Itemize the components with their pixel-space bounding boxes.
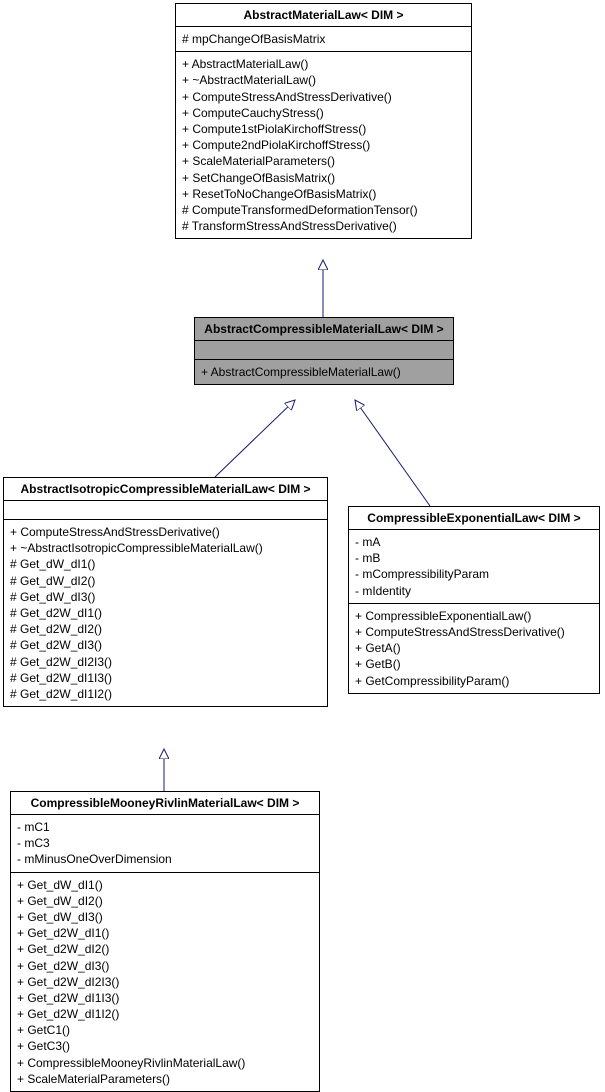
class-abstract-material-law[interactable]: AbstractMaterialLaw< DIM > # mpChangeOfB… [175, 3, 472, 239]
methods-section: + AbstractMaterialLaw()+ ~AbstractMateri… [176, 52, 471, 238]
class-title: AbstractCompressibleMaterialLaw< DIM > [195, 318, 453, 341]
class-member: + ComputeStressAndStressDerivative() [355, 624, 593, 640]
class-member: + ComputeCauchyStress() [182, 105, 465, 121]
class-member: # Get_dW_dI1() [10, 556, 321, 572]
attributes-section: - mC1- mC3- mMinusOneOverDimension [11, 815, 319, 873]
class-member: # Get_dW_dI3() [10, 589, 321, 605]
class-member: + SetChangeOfBasisMatrix() [182, 170, 465, 186]
attributes-section: # mpChangeOfBasisMatrix [176, 27, 471, 52]
class-member: + Get_dW_dI3() [17, 909, 313, 925]
class-member: # mpChangeOfBasisMatrix [182, 31, 465, 47]
class-member: + GetC3() [17, 1038, 313, 1054]
class-compressible-mooney-rivlin-material-law[interactable]: CompressibleMooneyRivlinMaterialLaw< DIM… [10, 791, 320, 1092]
attributes-section [4, 501, 327, 520]
class-member: + Compute2ndPiolaKirchoffStress() [182, 137, 465, 153]
class-member: + Get_d2W_dI1() [17, 925, 313, 941]
class-member: # Get_dW_dI2() [10, 573, 321, 589]
class-member: # Get_d2W_dI1I3() [10, 670, 321, 686]
class-member: - mCompressibilityParam [355, 566, 593, 582]
class-compressible-exponential-law[interactable]: CompressibleExponentialLaw< DIM > - mA- … [348, 506, 600, 694]
class-member: # ComputeTransformedDeformationTensor() [182, 202, 465, 218]
inheritance-edge [355, 400, 430, 506]
class-member: + CompressibleExponentialLaw() [355, 608, 593, 624]
class-member: + Get_dW_dI2() [17, 893, 313, 909]
class-title: CompressibleMooneyRivlinMaterialLaw< DIM… [11, 792, 319, 815]
class-title: AbstractIsotropicCompressibleMaterialLaw… [4, 478, 327, 501]
class-member: - mIdentity [355, 583, 593, 599]
class-member: + Get_dW_dI1() [17, 877, 313, 893]
class-member: # Get_d2W_dI2() [10, 621, 321, 637]
class-member: - mC1 [17, 819, 313, 835]
class-member: + AbstractMaterialLaw() [182, 56, 465, 72]
class-title: CompressibleExponentialLaw< DIM > [349, 507, 599, 530]
class-member: + Get_d2W_dI1I3() [17, 990, 313, 1006]
class-member: + ScaleMaterialParameters() [182, 153, 465, 169]
class-member: + Compute1stPiolaKirchoffStress() [182, 121, 465, 137]
class-member: + ScaleMaterialParameters() [17, 1071, 313, 1087]
class-member: - mMinusOneOverDimension [17, 851, 313, 867]
class-member: + ~AbstractMaterialLaw() [182, 72, 465, 88]
class-member: + CompressibleMooneyRivlinMaterialLaw() [17, 1055, 313, 1071]
class-member: # Get_d2W_dI2I3() [10, 654, 321, 670]
inheritance-edge [215, 400, 295, 477]
class-member: + ComputeStressAndStressDerivative() [10, 524, 321, 540]
class-member: - mC3 [17, 835, 313, 851]
class-member: + ComputeStressAndStressDerivative() [182, 89, 465, 105]
class-member: - mA [355, 534, 593, 550]
methods-section: + ComputeStressAndStressDerivative()+ ~A… [4, 520, 327, 706]
class-member: # Get_d2W_dI3() [10, 637, 321, 653]
class-member: - mB [355, 550, 593, 566]
class-member: + Get_d2W_dI2() [17, 941, 313, 957]
class-title: AbstractMaterialLaw< DIM > [176, 4, 471, 27]
methods-section: + Get_dW_dI1()+ Get_dW_dI2()+ Get_dW_dI3… [11, 873, 319, 1091]
class-member: + Get_d2W_dI3() [17, 958, 313, 974]
class-member: + GetA() [355, 640, 593, 656]
methods-section: + CompressibleExponentialLaw()+ ComputeS… [349, 604, 599, 693]
attributes-section: - mA- mB- mCompressibilityParam- mIdenti… [349, 530, 599, 604]
class-member: + GetC1() [17, 1022, 313, 1038]
class-member: + Get_d2W_dI2I3() [17, 974, 313, 990]
class-member: + GetB() [355, 656, 593, 672]
class-member: + AbstractCompressibleMaterialLaw() [201, 364, 447, 380]
attributes-section [195, 341, 453, 360]
class-member: # Get_d2W_dI1() [10, 605, 321, 621]
class-member: # Get_d2W_dI1I2() [10, 686, 321, 702]
class-member: + ~AbstractIsotropicCompressibleMaterial… [10, 540, 321, 556]
class-member: # TransformStressAndStressDerivative() [182, 218, 465, 234]
class-member: + Get_d2W_dI1I2() [17, 1006, 313, 1022]
methods-section: + AbstractCompressibleMaterialLaw() [195, 360, 453, 384]
class-member: + ResetToNoChangeOfBasisMatrix() [182, 186, 465, 202]
class-member: + GetCompressibilityParam() [355, 673, 593, 689]
class-abstract-isotropic-compressible-material-law[interactable]: AbstractIsotropicCompressibleMaterialLaw… [3, 477, 328, 707]
class-abstract-compressible-material-law[interactable]: AbstractCompressibleMaterialLaw< DIM > +… [194, 317, 454, 385]
